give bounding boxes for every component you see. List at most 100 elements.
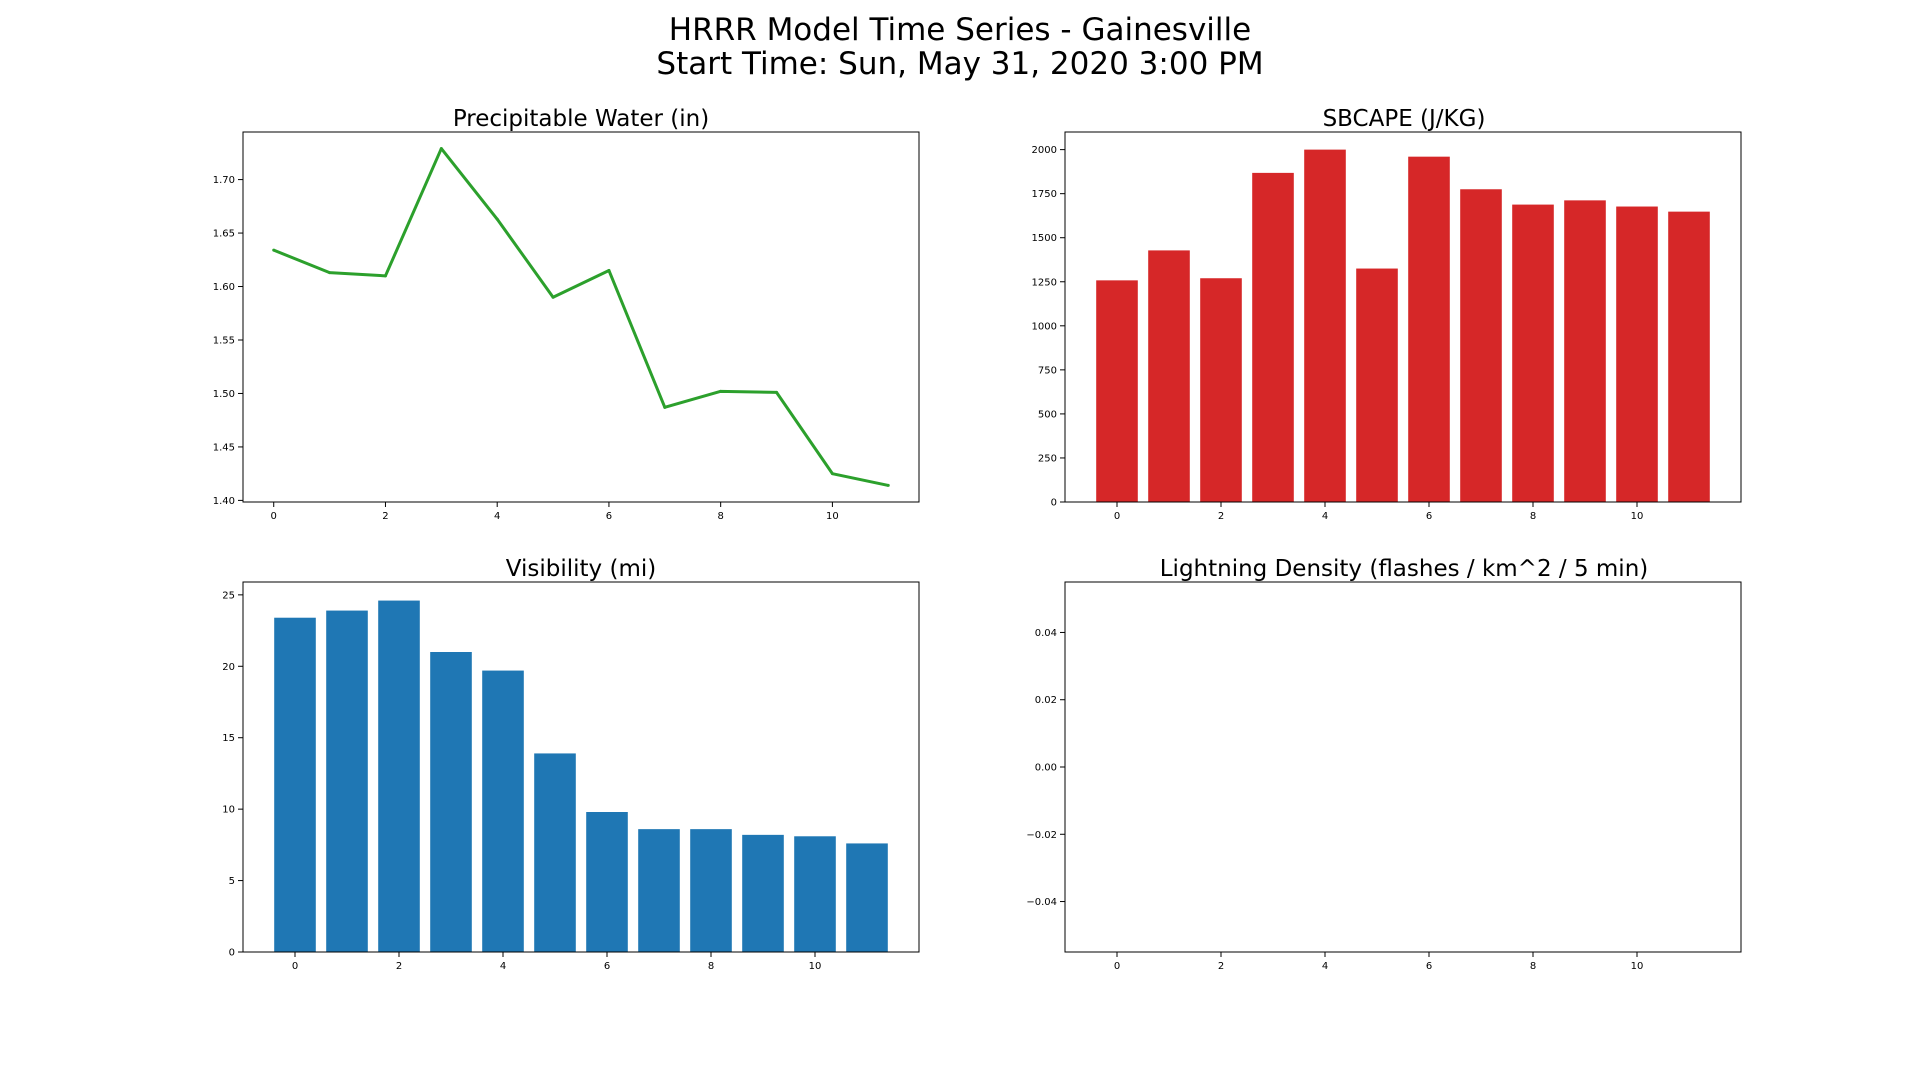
y-tick-label-lightning-density-2: 0.00 — [1035, 763, 1057, 774]
point-precipitable-water-4 — [495, 217, 499, 221]
bar-visibility-4 — [482, 670, 524, 952]
chart-lightning-density: Lightning Density (flashes / km^2 / 5 mi… — [1026, 556, 1742, 972]
y-tick-label-visibility-0: 0 — [229, 948, 235, 959]
y-tick-label-precipitable-water-4: 1.60 — [213, 282, 235, 293]
plot-area-lightning-density: 0 2 4 6 8 10 −0.04 −0.02 0.00 0.02 0.04 — [1026, 581, 1742, 972]
x-tick-label-sbcape-6: 6 — [1426, 511, 1432, 522]
bar-visibility-1 — [326, 610, 368, 952]
point-precipitable-water-1 — [328, 271, 332, 275]
y-tick-label-sbcape-1: 250 — [1038, 453, 1057, 464]
y-tick-label-lightning-density-4: 0.04 — [1035, 628, 1057, 639]
y-tick-label-sbcape-7: 1750 — [1032, 189, 1057, 200]
chart-precipitable-water: Precipitable Water (in) 0 2 4 6 8 10 1.40 1.45 1… — [213, 106, 920, 522]
y-tick-label-sbcape-8: 2000 — [1032, 145, 1057, 156]
x-tick-label-visibility-8: 8 — [708, 961, 714, 972]
point-precipitable-water-0 — [272, 248, 276, 252]
bar-sbcape-0 — [1096, 280, 1138, 502]
bar-visibility-5 — [534, 753, 576, 952]
axes-frame-lightning-density — [1064, 581, 1742, 953]
x-tick-label-lightning-density-8: 8 — [1530, 961, 1536, 972]
x-tick-label-lightning-density-2: 2 — [1218, 961, 1224, 972]
point-precipitable-water-9 — [775, 390, 779, 394]
bar-visibility-10 — [794, 836, 836, 952]
bar-visibility-0 — [274, 617, 316, 952]
axes-frame-visibility — [242, 581, 920, 953]
y-tick-label-precipitable-water-5: 1.65 — [213, 229, 235, 240]
x-tick-label-visibility-2: 2 — [396, 961, 402, 972]
bar-sbcape-3 — [1252, 172, 1294, 502]
point-precipitable-water-7 — [663, 405, 667, 409]
y-tick-label-lightning-density-3: 0.02 — [1035, 695, 1057, 706]
x-tick-label-lightning-density-10: 10 — [1631, 961, 1644, 972]
x-tick-label-visibility-0: 0 — [292, 961, 298, 972]
point-precipitable-water-3 — [439, 147, 443, 151]
bar-sbcape-8 — [1512, 204, 1554, 503]
x-tick-label-sbcape-0: 0 — [1114, 511, 1120, 522]
y-tick-label-sbcape-0: 0 — [1051, 498, 1057, 509]
x-tick-label-precipitable-water-10: 10 — [826, 511, 839, 522]
bar-visibility-2 — [378, 600, 420, 952]
bar-sbcape-10 — [1616, 206, 1658, 502]
bar-sbcape-9 — [1564, 200, 1606, 502]
bar-sbcape-1 — [1148, 250, 1190, 502]
chart-title-sbcape: SBCAPE (J/KG) — [1323, 106, 1486, 132]
chart-visibility: Visibility (mi) 0 2 4 6 8 10 0 5 10 15 20 25 — [222, 556, 920, 972]
y-tick-label-visibility-1: 5 — [229, 876, 235, 887]
point-precipitable-water-2 — [383, 274, 387, 278]
y-tick-label-precipitable-water-0: 1.40 — [213, 496, 235, 507]
chart-title-visibility: Visibility (mi) — [506, 556, 656, 582]
point-precipitable-water-11 — [886, 483, 890, 487]
plot-area-sbcape: 0 2 4 6 8 10 0 250 500 750 1000 1250 1500 1750 2000 — [1032, 131, 1742, 522]
x-tick-label-lightning-density-4: 4 — [1322, 961, 1328, 972]
x-tick-label-precipitable-water-0: 0 — [271, 511, 277, 522]
y-tick-label-sbcape-3: 750 — [1038, 365, 1057, 376]
y-tick-label-precipitable-water-6: 1.70 — [213, 175, 235, 186]
series-line-precipitable-water — [273, 147, 889, 487]
bar-sbcape-11 — [1668, 211, 1710, 502]
chart-title-lightning-density: Lightning Density (flashes / km^2 / 5 mi… — [1160, 556, 1649, 582]
chart-sbcape: SBCAPE (J/KG) 0 2 4 6 8 10 0 250 500 750 1000 1250 1… — [1032, 106, 1742, 522]
x-tick-label-precipitable-water-2: 2 — [382, 511, 388, 522]
x-tick-label-precipitable-water-4: 4 — [494, 511, 500, 522]
x-tick-label-visibility-4: 4 — [500, 961, 506, 972]
bar-sbcape-7 — [1460, 189, 1502, 502]
bar-sbcape-2 — [1200, 278, 1242, 502]
y-tick-label-lightning-density-1: −0.02 — [1026, 830, 1057, 841]
figure-title-line2: Start Time: Sun, May 31, 2020 3:00 PM — [656, 46, 1264, 82]
point-precipitable-water-8 — [719, 389, 723, 393]
plot-area-precipitable-water: 0 2 4 6 8 10 1.40 1.45 1.50 1.55 1.60 1.65 1.70 — [213, 131, 920, 522]
y-tick-label-lightning-density-0: −0.04 — [1026, 897, 1057, 908]
bar-sbcape-6 — [1408, 156, 1450, 502]
axes-frame-precipitable-water — [242, 131, 920, 503]
x-tick-label-visibility-10: 10 — [809, 961, 822, 972]
y-tick-label-visibility-2: 10 — [222, 805, 235, 816]
y-tick-label-precipitable-water-1: 1.45 — [213, 442, 235, 453]
x-tick-label-sbcape-8: 8 — [1530, 511, 1536, 522]
x-tick-label-visibility-6: 6 — [604, 961, 610, 972]
y-tick-label-precipitable-water-3: 1.55 — [213, 335, 235, 346]
y-tick-label-sbcape-6: 1500 — [1032, 233, 1057, 244]
bar-visibility-6 — [586, 812, 628, 952]
bar-visibility-7 — [638, 829, 680, 952]
y-tick-label-visibility-3: 15 — [222, 733, 235, 744]
x-tick-label-precipitable-water-8: 8 — [717, 511, 723, 522]
x-tick-label-sbcape-4: 4 — [1322, 511, 1328, 522]
x-tick-label-sbcape-10: 10 — [1631, 511, 1644, 522]
point-precipitable-water-6 — [607, 268, 611, 272]
point-precipitable-water-10 — [830, 472, 834, 476]
bar-visibility-11 — [846, 843, 888, 952]
y-tick-label-precipitable-water-2: 1.50 — [213, 389, 235, 400]
bar-sbcape-4 — [1304, 149, 1346, 502]
bar-visibility-3 — [430, 652, 472, 952]
chart-title-precipitable-water: Precipitable Water (in) — [453, 106, 709, 132]
bar-visibility-9 — [742, 834, 784, 952]
x-tick-label-precipitable-water-6: 6 — [606, 511, 612, 522]
y-tick-label-sbcape-5: 1250 — [1032, 277, 1057, 288]
bar-visibility-8 — [690, 829, 732, 952]
y-tick-label-sbcape-4: 1000 — [1032, 321, 1057, 332]
figure-title-line1: HRRR Model Time Series - Gainesville — [668, 12, 1252, 48]
y-tick-label-visibility-5: 25 — [222, 590, 235, 601]
x-tick-label-sbcape-2: 2 — [1218, 511, 1224, 522]
